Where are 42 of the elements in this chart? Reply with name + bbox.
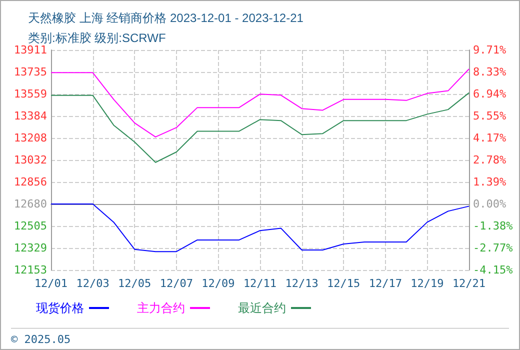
x-tick-label: 12/17 [368, 277, 402, 290]
y2-tick-label: -2.77% [473, 242, 514, 255]
legend-label: 现货价格 [36, 301, 84, 315]
line-series [50, 204, 470, 252]
x-tick-label: 12/01 [34, 277, 68, 290]
x-tick-label: 12/11 [243, 277, 277, 290]
y-tick-label: 13384 [14, 109, 48, 122]
legend-label: 主力合约 [137, 301, 185, 315]
y2-tick-label: 5.55% [473, 110, 506, 123]
y-tick-label: 13208 [14, 131, 47, 144]
y2-tick-label: 6.94% [473, 87, 506, 100]
x-tick-label: 12/13 [285, 277, 318, 290]
legend-label: 最近合约 [238, 301, 286, 315]
y-tick-label: 13735 [14, 66, 47, 79]
x-tick-label: 12/15 [327, 277, 360, 290]
y-tick-label: 13559 [14, 88, 47, 101]
y-tick-label: 12153 [14, 264, 47, 276]
y2-tick-label: 4.17% [473, 131, 506, 144]
y2-tick-label: 8.33% [473, 65, 506, 78]
line-series [50, 92, 470, 163]
x-tick-label: 12/05 [118, 277, 152, 290]
y-tick-label: 12680 [14, 198, 47, 211]
y2-tick-label: 2.78% [473, 154, 506, 166]
chart-title: 天然橡胶 上海 经销商价格 2023-12-01 - 2023-12-21 [28, 11, 304, 25]
x-tick-label: 12/07 [160, 277, 193, 290]
y-tick-label: 12856 [14, 176, 47, 189]
x-tick-label: 12/03 [76, 277, 110, 290]
y-tick-label: 13032 [14, 154, 47, 166]
x-tick-label: 12/21 [452, 277, 486, 290]
y2-tick-label: 9.71% [473, 44, 506, 56]
y-tick-label: 13911 [14, 44, 47, 56]
x-tick-label: 12/09 [202, 277, 235, 290]
y-tick-label: 12505 [14, 219, 47, 232]
line-series [50, 68, 470, 138]
y-tick-label: 12329 [14, 241, 47, 254]
x-tick-label: 12/19 [410, 277, 444, 290]
y2-tick-label: 1.39% [473, 176, 506, 189]
y2-tick-label: -1.38% [473, 220, 514, 233]
y2-tick-label: 0.00% [473, 198, 506, 211]
text: © 2025.05 [11, 333, 71, 346]
chart-subtitle: 类别:标准胶 级别:SCRWF [28, 31, 166, 45]
y2-tick-label: -4.15% [473, 264, 514, 276]
